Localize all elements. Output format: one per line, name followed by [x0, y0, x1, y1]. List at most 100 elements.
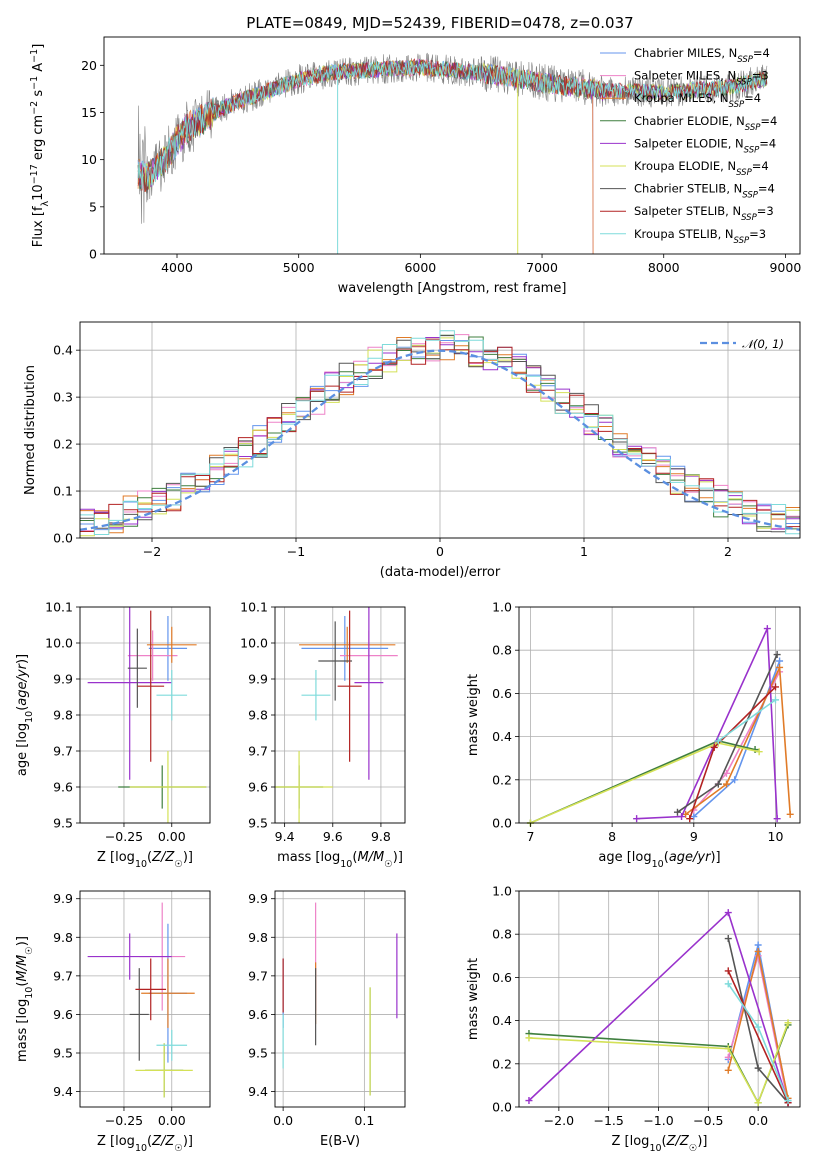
legend-label: Kroupa ELODIE, NSSP=4 [634, 159, 769, 178]
weight-marker [686, 815, 694, 823]
weight-marker [724, 980, 732, 988]
x-tick-label: 0.1 [354, 1113, 374, 1128]
y-tick-label: 10.1 [45, 600, 73, 615]
x-tick-label: −0.25 [105, 829, 143, 844]
weight-marker [678, 813, 686, 821]
y-tick-label: 1.0 [492, 600, 512, 615]
y-axis-label-part: −2 [29, 101, 40, 115]
legend-label: Chabrier MILES, NSSP=4 [634, 46, 770, 65]
y-axis-label: Flux [fλ10−17 erg cm−2 s−1 A−1] [29, 44, 51, 248]
normal-curve [80, 349, 800, 531]
axes-frame [518, 890, 801, 1108]
x-axis-label-part: 10 [649, 1143, 661, 1154]
y-axis-label-part: λ [40, 200, 51, 206]
y-axis-label: mass weight [466, 674, 481, 756]
weight-marker [525, 1034, 533, 1042]
y-tick-label: 0.8 [492, 927, 512, 942]
mass-vs-Z-plot-area [80, 891, 210, 1107]
x-axis-label-part: )] [710, 850, 720, 865]
weight-marker [771, 696, 779, 704]
weight-marker [724, 1066, 732, 1074]
y-tick-label: 9.8 [53, 708, 73, 723]
weight-marker [754, 941, 762, 949]
x-axis-label-part: ( [147, 1134, 152, 1149]
x-tick-label: 0 [436, 544, 444, 559]
x-tick-label: 7 [526, 829, 534, 844]
x-tick-label: 9.4 [275, 829, 295, 844]
y-axis-label-part: s [31, 90, 46, 101]
x-axis-label: Z [log10(Z/Z☉)] [97, 850, 193, 870]
model-spectrum [137, 60, 767, 189]
y-tick-label: 9.5 [53, 1046, 73, 1061]
legend-label-name: Chabrier MILES, N [634, 46, 737, 60]
weight-marker [722, 780, 730, 788]
y-tick-label: 9.8 [53, 930, 73, 945]
y-tick-label: 20 [81, 58, 97, 73]
x-tick-label: −2.0 [544, 1113, 574, 1128]
legend-label-sub: SSP [729, 100, 745, 110]
y-tick-label: 0.3 [53, 390, 73, 405]
y-tick-label: 10.0 [240, 636, 268, 651]
x-tick-label: −0.5 [693, 1113, 723, 1128]
x-axis-label-part: 10 [135, 859, 147, 870]
residuals-plot-area [80, 322, 800, 539]
model-spectrum [137, 58, 594, 254]
legend-label-name: Chabrier STELIB, N [634, 182, 742, 196]
y-axis-label: mass [log10(M/M☉)] [15, 936, 35, 1062]
x-axis-label-part: (data-model)/error [380, 565, 501, 580]
x-axis-label-part: wavelength [Angstrom, rest frame] [338, 281, 567, 296]
x-tick-label: −1.5 [594, 1113, 624, 1128]
x-axis-label-part: Z/Z [151, 850, 175, 865]
y-axis-label-part: Normed distribution [23, 365, 38, 495]
weight-marker [724, 967, 732, 975]
x-tick-label: −2 [143, 544, 161, 559]
spectrum-plot-area [137, 52, 768, 254]
y-tick-label: 10.1 [240, 600, 268, 615]
x-axis-label-part: )] [393, 850, 403, 865]
model-spectrum [137, 57, 594, 254]
y-tick-label: 9.6 [248, 780, 268, 795]
weight-marker [776, 663, 784, 671]
y-tick-label: 9.7 [248, 968, 268, 983]
x-axis-label-part: ( [664, 850, 669, 865]
legend-label-sub: SSP [741, 213, 757, 223]
y-axis-label-part: M/M [15, 955, 30, 982]
y-axis-label-part: erg cm [31, 115, 46, 164]
mass-vs-Z-axes: −0.25 0.009.49.59.69.79.89.9Z [log10(Z/Z☉… [15, 890, 211, 1154]
y-tick-label: 9.6 [53, 780, 73, 795]
y-tick-label: 0.2 [492, 772, 512, 787]
x-axis-label-part: ☉ [384, 859, 393, 870]
y-axis-label-part: 10 [24, 987, 35, 999]
y-tick-label: 9.5 [53, 816, 73, 831]
y-tick-label: 0.0 [492, 1100, 512, 1115]
y-tick-label: 9.8 [248, 708, 268, 723]
weight-marker [754, 1064, 762, 1072]
weight-marker [724, 1053, 732, 1061]
y-axis-label-part: ☉ [24, 946, 35, 955]
x-axis-label: (data-model)/error [380, 565, 501, 580]
y-axis-label: mass weight [466, 958, 481, 1040]
weight-vs-age-plot-area [519, 606, 800, 827]
x-tick-label: 4000 [161, 260, 193, 275]
legend-label: Salpeter MILES, NSSP=3 [634, 69, 769, 88]
y-tick-label: 0.6 [492, 970, 512, 985]
spectrum-legend: Chabrier MILES, NSSP=4 Salpeter MILES, NS… [600, 46, 777, 246]
spectrum-axes: 4000 5000 6000 7000 8000 9000 0 5 10 15 20 waveleng… [29, 36, 801, 296]
x-tick-label: 9.8 [371, 829, 391, 844]
y-tick-label: 9.9 [248, 891, 268, 906]
legend-label: Chabrier ELODIE, NSSP=4 [634, 114, 777, 133]
weight-marker [776, 657, 784, 665]
y-axis-label: age [log10(age/yr)] [15, 654, 35, 776]
weight-marker [525, 1097, 533, 1105]
y-axis-label-part: mass weight [466, 674, 481, 756]
axes-frame [274, 890, 406, 1108]
x-axis-label-part: age/yr [669, 850, 712, 865]
legend-label-tail: =3 [757, 204, 774, 218]
y-tick-label: 0.2 [492, 1056, 512, 1071]
x-tick-label: 9 [690, 829, 698, 844]
weight-marker [722, 769, 730, 777]
x-axis-label-part: )] [183, 1134, 193, 1149]
age-vs-mass-plot-area [275, 606, 405, 824]
legend-label-sub: SSP [745, 123, 761, 133]
